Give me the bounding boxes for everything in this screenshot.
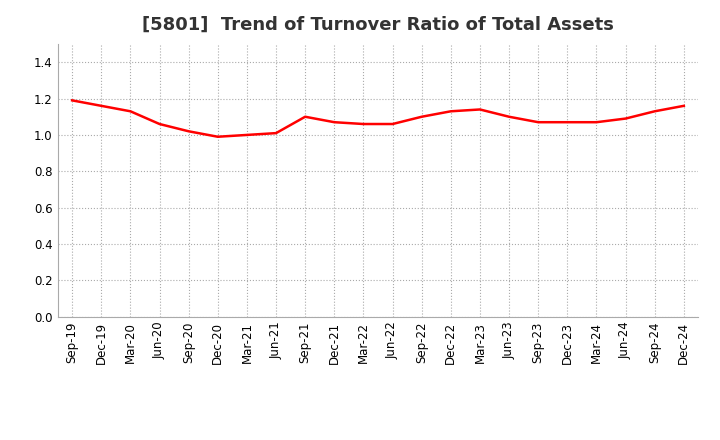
Title: [5801]  Trend of Turnover Ratio of Total Assets: [5801] Trend of Turnover Ratio of Total … — [142, 16, 614, 34]
